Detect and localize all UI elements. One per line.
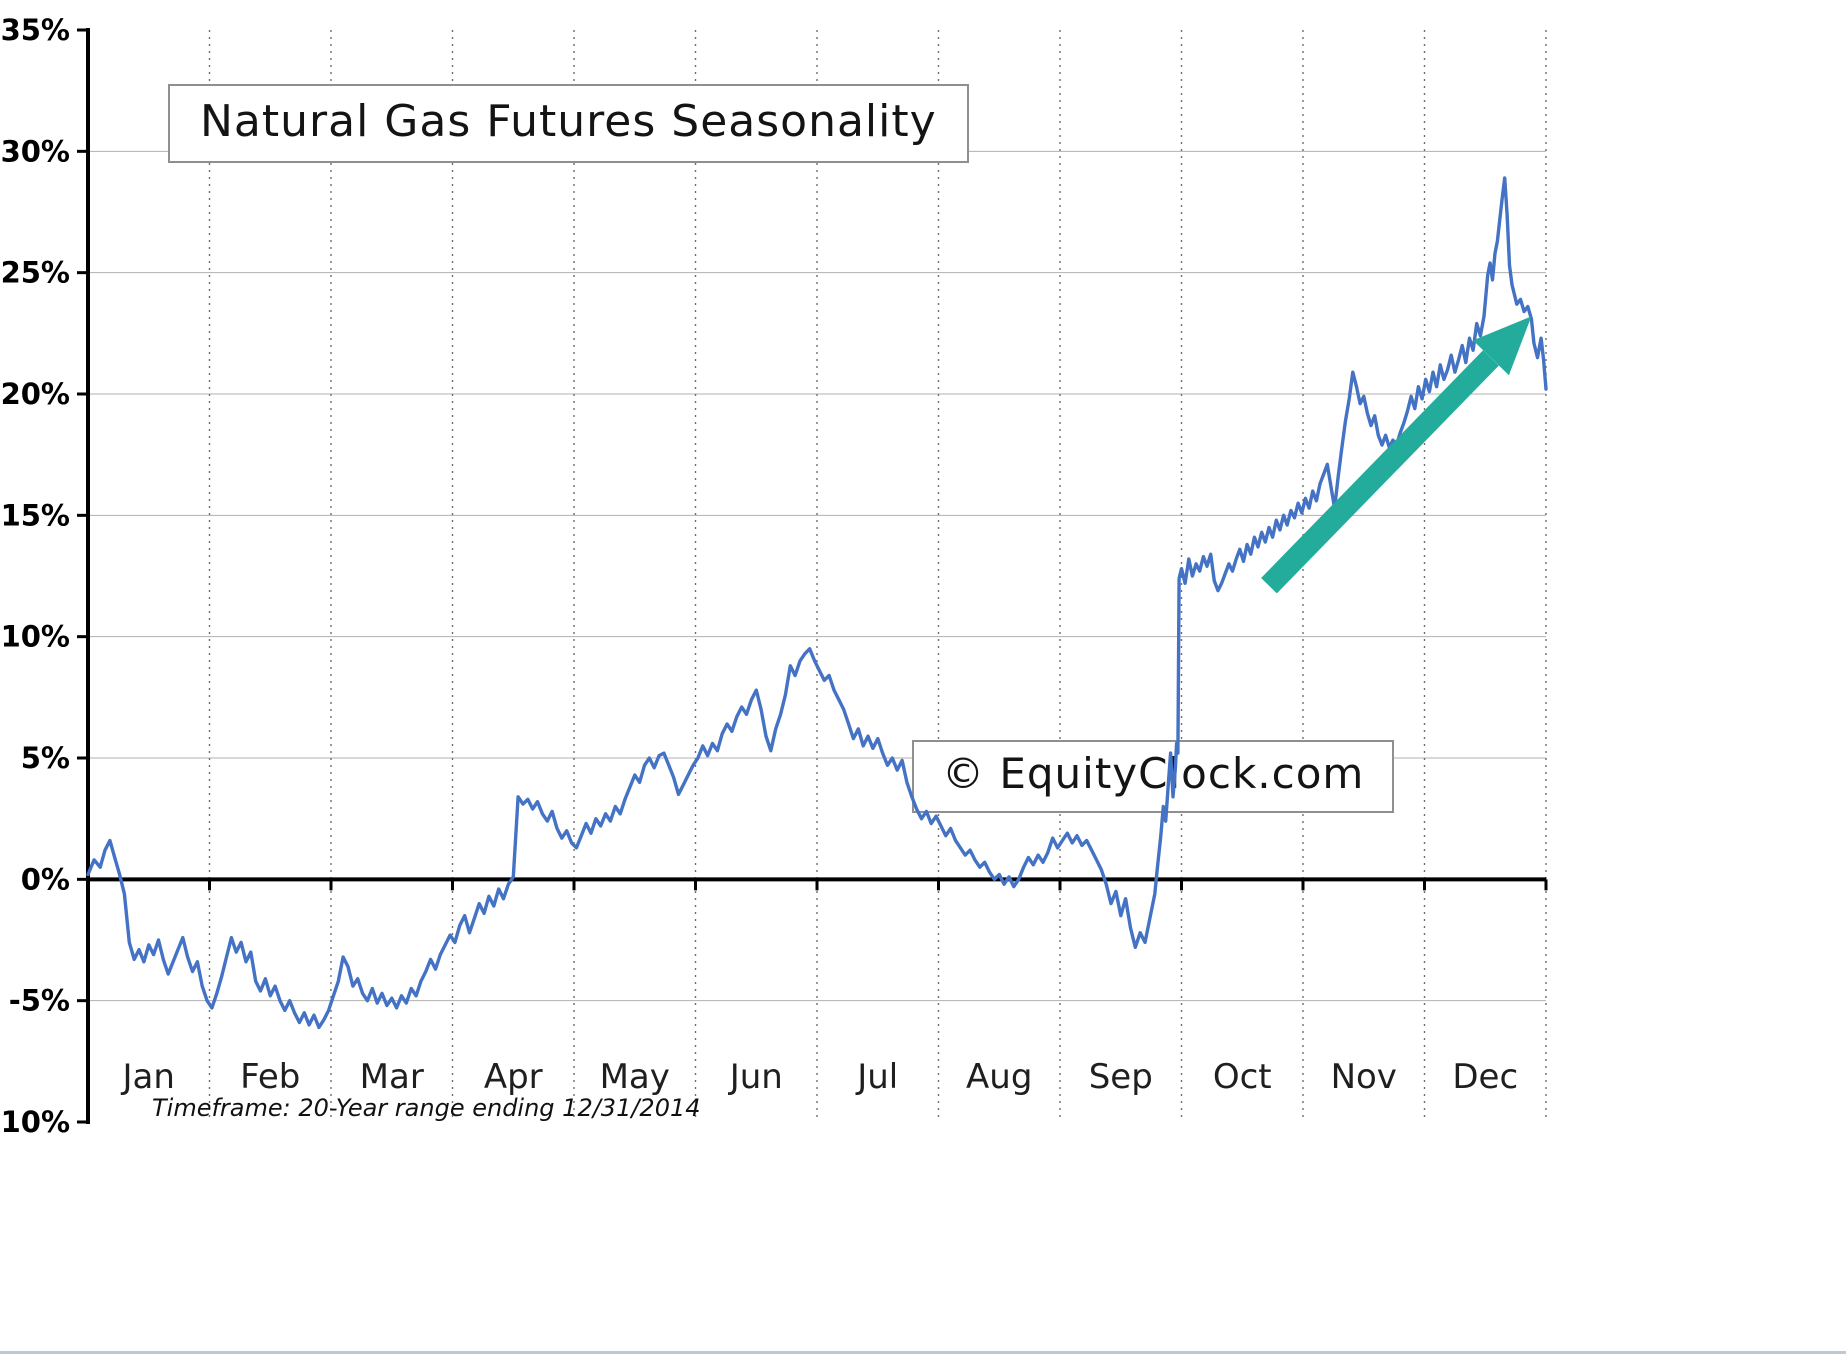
equityclock-watermark: © EquityClock.com: [912, 740, 1395, 813]
zero-axis: [86, 877, 1548, 891]
y-tick-label: 20%: [1, 377, 70, 411]
month-label: Dec: [1452, 1057, 1518, 1097]
month-label: Mar: [360, 1057, 424, 1097]
month-label: Aug: [966, 1057, 1032, 1097]
month-label: Jul: [855, 1057, 898, 1097]
month-label: Oct: [1213, 1057, 1272, 1097]
y-tick-label: -10%: [0, 1105, 70, 1139]
y-tick-label: 30%: [1, 134, 70, 168]
timeframe-note: Timeframe: 20-Year range ending 12/31/20…: [152, 1094, 701, 1122]
month-labels: Jan Feb Mar Apr May Jun Jul Aug Sep Oct Nov Dec: [121, 1057, 1519, 1097]
y-tick-label: 15%: [1, 498, 70, 532]
y-tick-label: 10%: [1, 620, 70, 654]
y-tick-label: 25%: [1, 256, 70, 290]
y-axis: [77, 28, 90, 1124]
month-label: May: [600, 1057, 670, 1097]
chart-title: Natural Gas Futures Seasonality: [168, 84, 969, 163]
month-label: Apr: [484, 1057, 543, 1097]
month-label: Sep: [1089, 1057, 1153, 1097]
y-tick-label: 5%: [21, 741, 70, 775]
month-gridlines: [208, 30, 1547, 1122]
y-tick-label: 35%: [1, 13, 70, 47]
month-label: Jun: [728, 1057, 783, 1097]
month-label: Nov: [1331, 1057, 1397, 1097]
month-label: Jan: [121, 1057, 175, 1097]
y-tick-label: -5%: [9, 984, 70, 1018]
y-axis-labels: 35% 30% 25% 20% 15% 10% 5% 0% -5% -10%: [0, 13, 70, 1139]
y-tick-label: 0%: [21, 862, 70, 896]
month-label: Feb: [240, 1057, 300, 1097]
